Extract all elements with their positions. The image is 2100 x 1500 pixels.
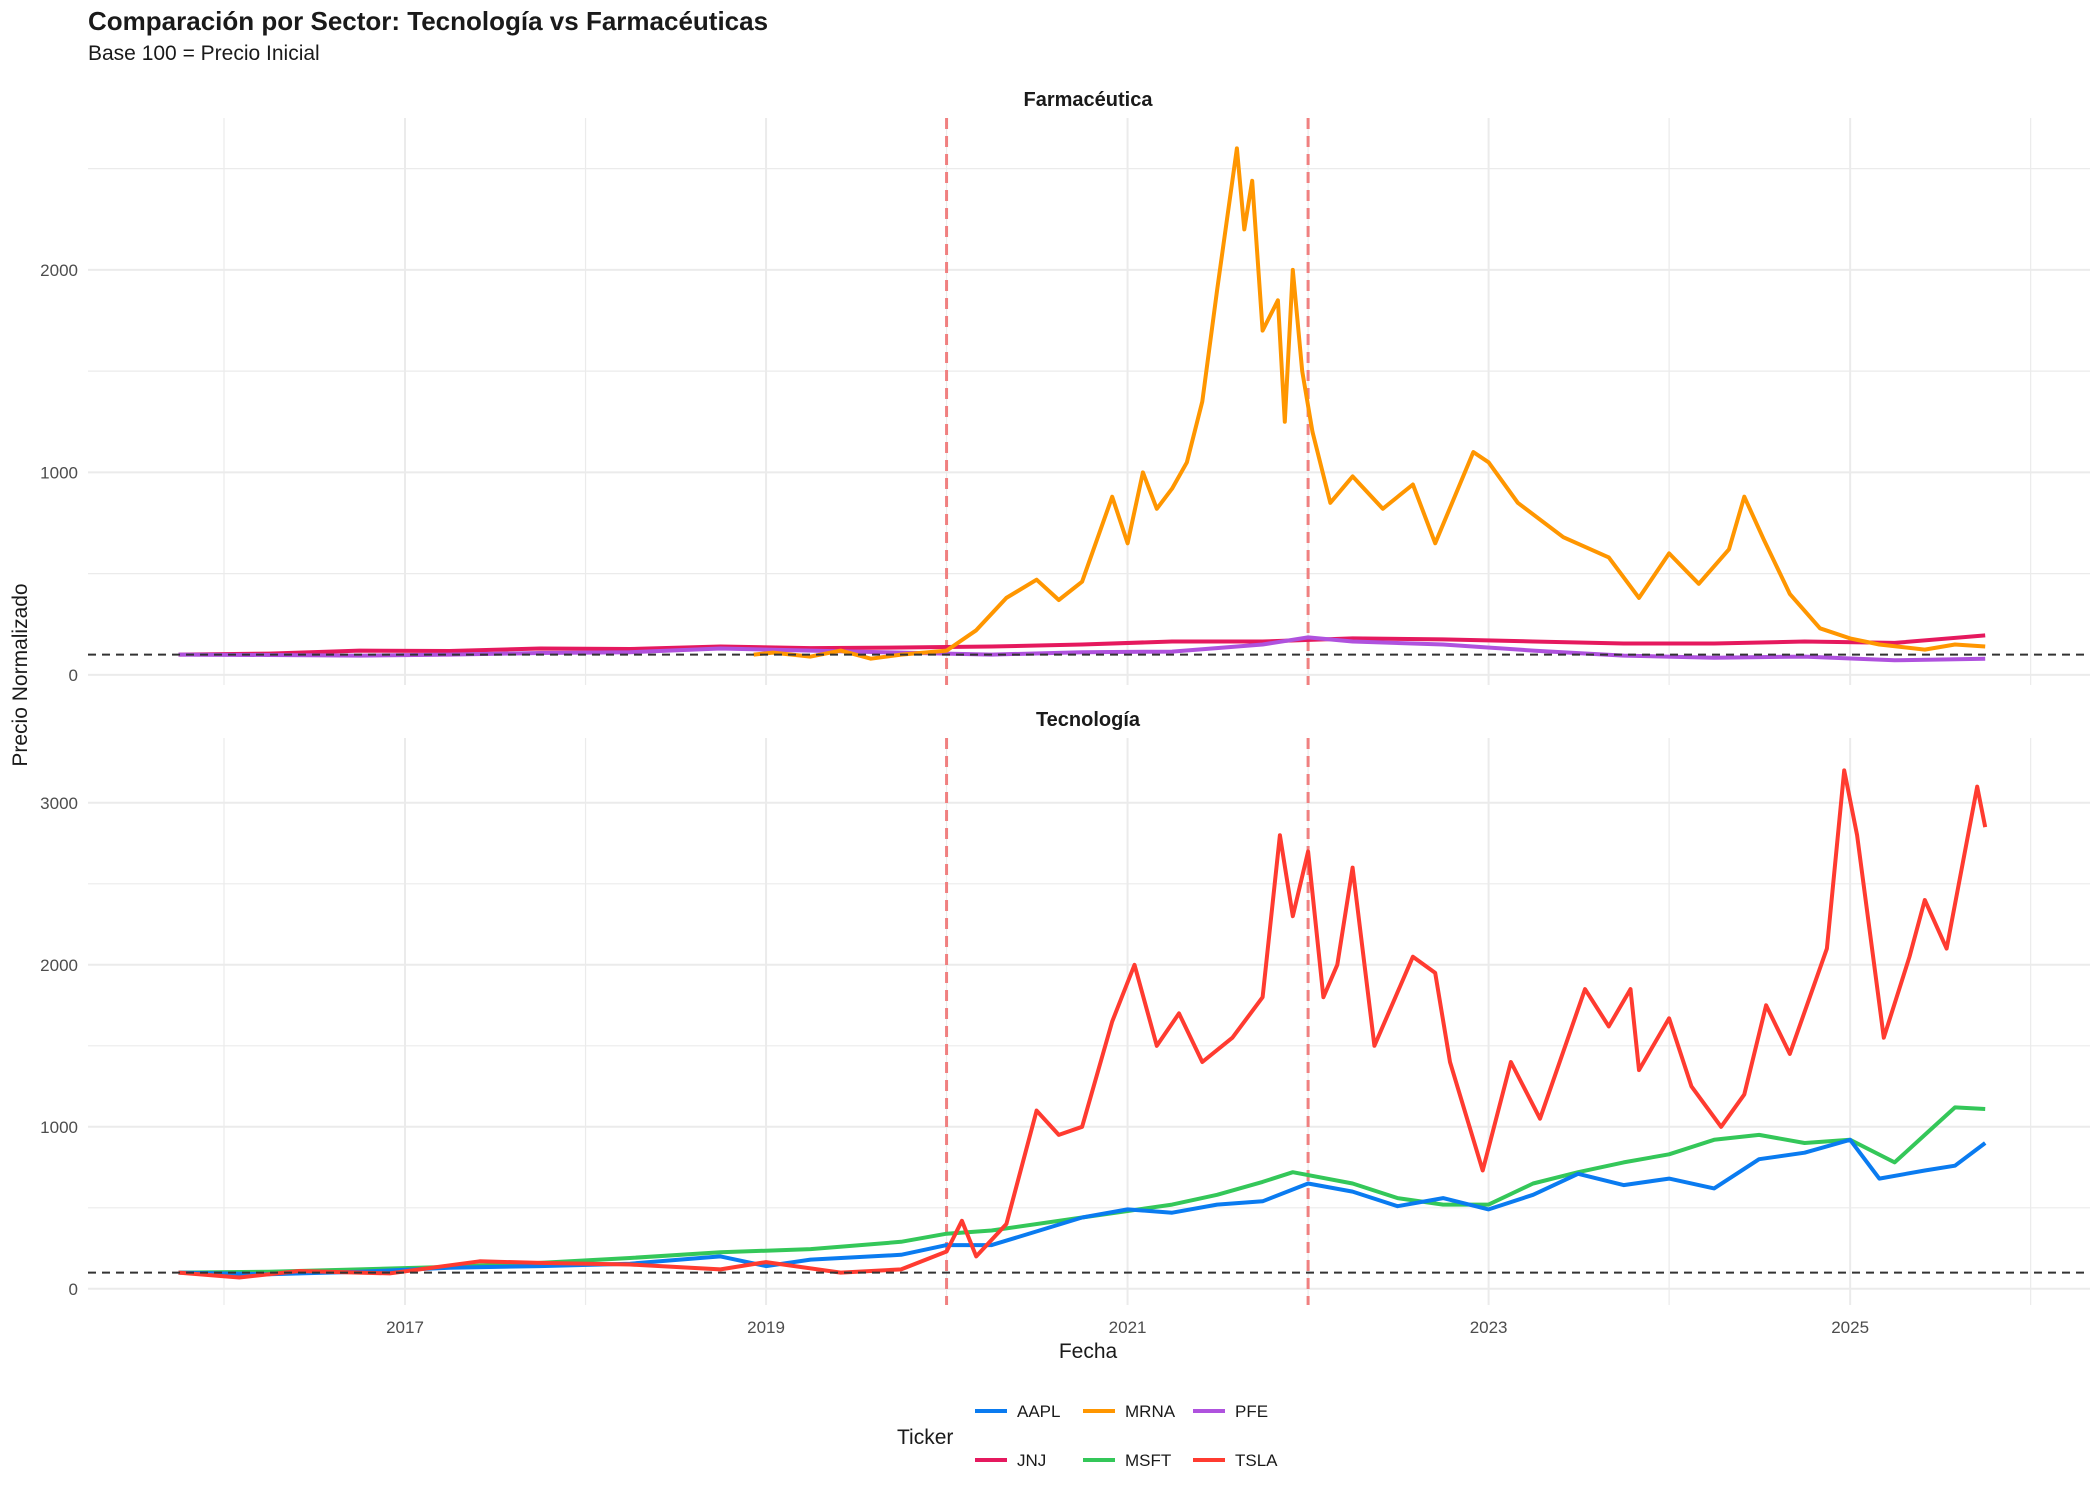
series-line-aapl: [178, 1137, 1987, 1277]
x-tick-label: 2023: [1470, 1318, 1508, 1337]
legend-title: Ticker: [897, 1426, 953, 1449]
series-line-jnj: [178, 633, 1986, 657]
series-lines: [178, 768, 1988, 1280]
legend: Ticker AAPL MRNA PFE JNJ MSFT TSLA: [897, 1402, 1278, 1470]
chart-title: Comparación por Sector: Tecnología vs Fa…: [88, 6, 769, 36]
panel-strip-label: Tecnología: [1036, 709, 1141, 731]
reference-lines: [945, 738, 1310, 1305]
series-lines: [178, 146, 1986, 663]
y-tick-label: 3000: [40, 794, 78, 813]
x-tick-label: 2025: [1831, 1318, 1869, 1337]
legend-label-jnj: JNJ: [1017, 1451, 1046, 1470]
y-tick-label: 1000: [40, 463, 78, 482]
panel-grid: [88, 738, 2090, 1305]
legend-label-msft: MSFT: [1125, 1451, 1171, 1470]
panel-grid: [88, 118, 2090, 685]
panel-tecnologia: Tecnología 0 1000 2000 3000: [40, 709, 2090, 1305]
x-tick-label: 2019: [747, 1318, 785, 1337]
x-axis-ticks: 2017 2019 2021 2023 2025: [386, 1318, 1869, 1337]
y-axis-ticks: 0 1000 2000: [40, 261, 78, 685]
legend-label-tsla: TSLA: [1235, 1451, 1278, 1470]
series-line-msft: [178, 1105, 1986, 1275]
x-tick-label: 2017: [386, 1318, 424, 1337]
y-axis-title: Precio Normalizado: [9, 583, 32, 766]
panel-strip-label: Farmacéutica: [1024, 89, 1154, 111]
y-tick-label: 0: [69, 666, 78, 685]
y-tick-label: 2000: [40, 261, 78, 280]
y-tick-label: 2000: [40, 956, 78, 975]
legend-label-aapl: AAPL: [1017, 1402, 1060, 1421]
series-line-pfe: [178, 635, 1986, 663]
y-tick-label: 1000: [40, 1118, 78, 1137]
y-tick-label: 0: [69, 1280, 78, 1299]
x-tick-label: 2021: [1109, 1318, 1147, 1337]
y-axis-ticks: 0 1000 2000 3000: [40, 794, 78, 1299]
chart-subtitle: Base 100 = Precio Inicial: [88, 42, 320, 65]
series-line-mrna: [753, 146, 1986, 661]
legend-label-mrna: MRNA: [1125, 1402, 1176, 1421]
legend-items: AAPL MRNA PFE JNJ MSFT TSLA: [975, 1402, 1278, 1470]
reference-lines: [945, 118, 1310, 685]
x-axis-title: Fecha: [1059, 1340, 1118, 1363]
panel-farmaceutica: Farmacéutica 0 1000 2000: [40, 89, 2090, 685]
legend-label-pfe: PFE: [1235, 1402, 1268, 1421]
series-line-tsla: [178, 768, 1988, 1280]
